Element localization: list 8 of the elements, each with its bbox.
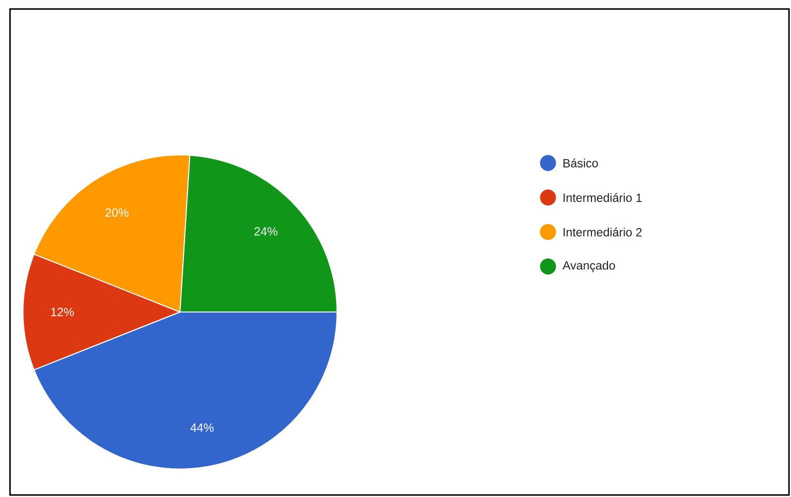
data-label: 44% [190,423,214,432]
legend-label: Avançado [562,260,615,272]
legend-label: Intermediário 2 [564,228,642,236]
data-label: 12% [51,308,74,316]
legend-label: Básico [564,158,598,168]
data-label: 20% [106,208,128,217]
data-label: 24% [254,227,278,236]
legend-label: Intermediário 1 [564,193,642,202]
